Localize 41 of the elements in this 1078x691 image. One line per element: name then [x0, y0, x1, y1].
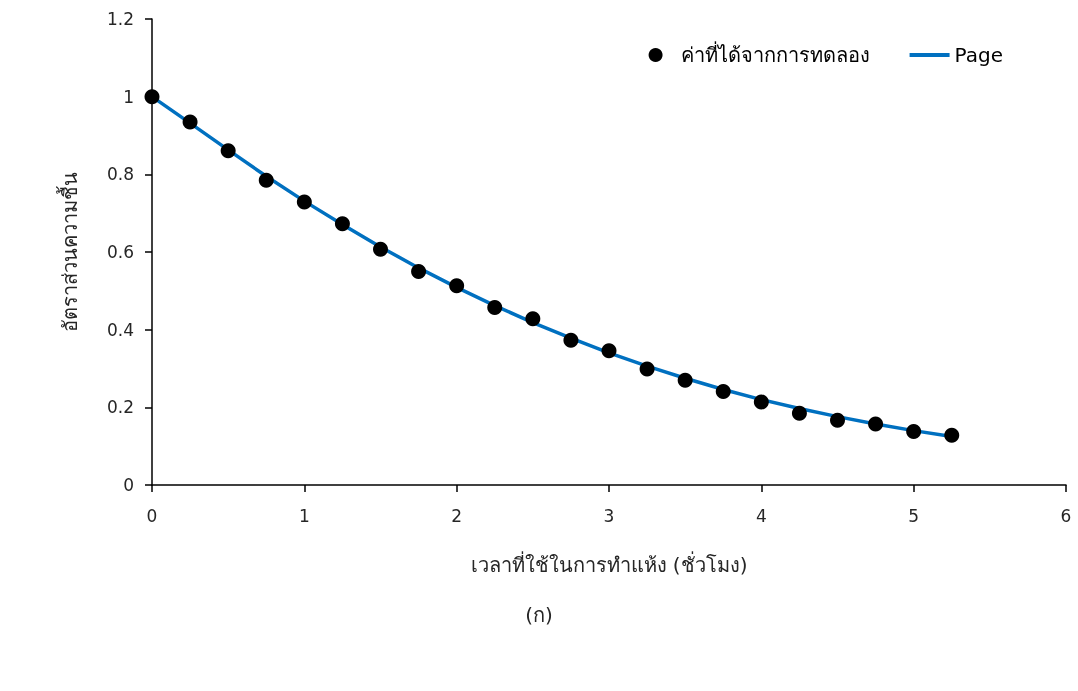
point — [563, 332, 579, 348]
y-tick-label: 0.2 — [106, 397, 134, 418]
point — [906, 423, 922, 439]
point — [639, 361, 655, 377]
point — [487, 300, 503, 316]
point — [144, 89, 160, 105]
x-tick-label: 0 — [146, 505, 158, 526]
point — [411, 263, 427, 279]
x-tick-label: 1 — [298, 505, 310, 526]
x-tick-label: 3 — [603, 505, 615, 526]
y-tick-label: 1.2 — [106, 9, 134, 29]
legend-label: Page — [954, 43, 1003, 67]
point — [258, 172, 274, 188]
point — [677, 372, 693, 388]
y-tick-label: 0 — [123, 475, 134, 495]
x-tick-label: 5 — [908, 505, 920, 526]
x-axis-title: เวลาที่ใช้ในการทำแห้ง (ชั่วโมง) — [470, 551, 748, 577]
point — [830, 412, 845, 428]
point — [296, 194, 312, 210]
x-tick-label: 2 — [451, 505, 463, 526]
point — [373, 241, 388, 257]
y-tick-label: 0.4 — [106, 319, 134, 340]
point — [753, 394, 769, 410]
x-tick-label: 4 — [755, 505, 767, 526]
legend-label: ค่าที่ได้จากการทดลอง — [680, 41, 870, 67]
point — [601, 343, 617, 359]
point — [220, 143, 236, 159]
x-tick-label: 6 — [1060, 505, 1072, 526]
point — [182, 114, 198, 130]
y-tick-label: 1 — [123, 86, 134, 107]
point — [525, 311, 541, 327]
point — [791, 405, 807, 421]
point — [868, 416, 884, 432]
text: (ก) — [525, 603, 553, 627]
point — [715, 383, 731, 399]
point — [944, 427, 960, 443]
point — [334, 216, 350, 232]
y-tick-label: 0.8 — [106, 164, 134, 185]
y-tick-label: 0.6 — [106, 242, 134, 262]
y-axis-title: อัตราส่วนความชื้น — [56, 172, 82, 332]
point — [449, 278, 465, 294]
